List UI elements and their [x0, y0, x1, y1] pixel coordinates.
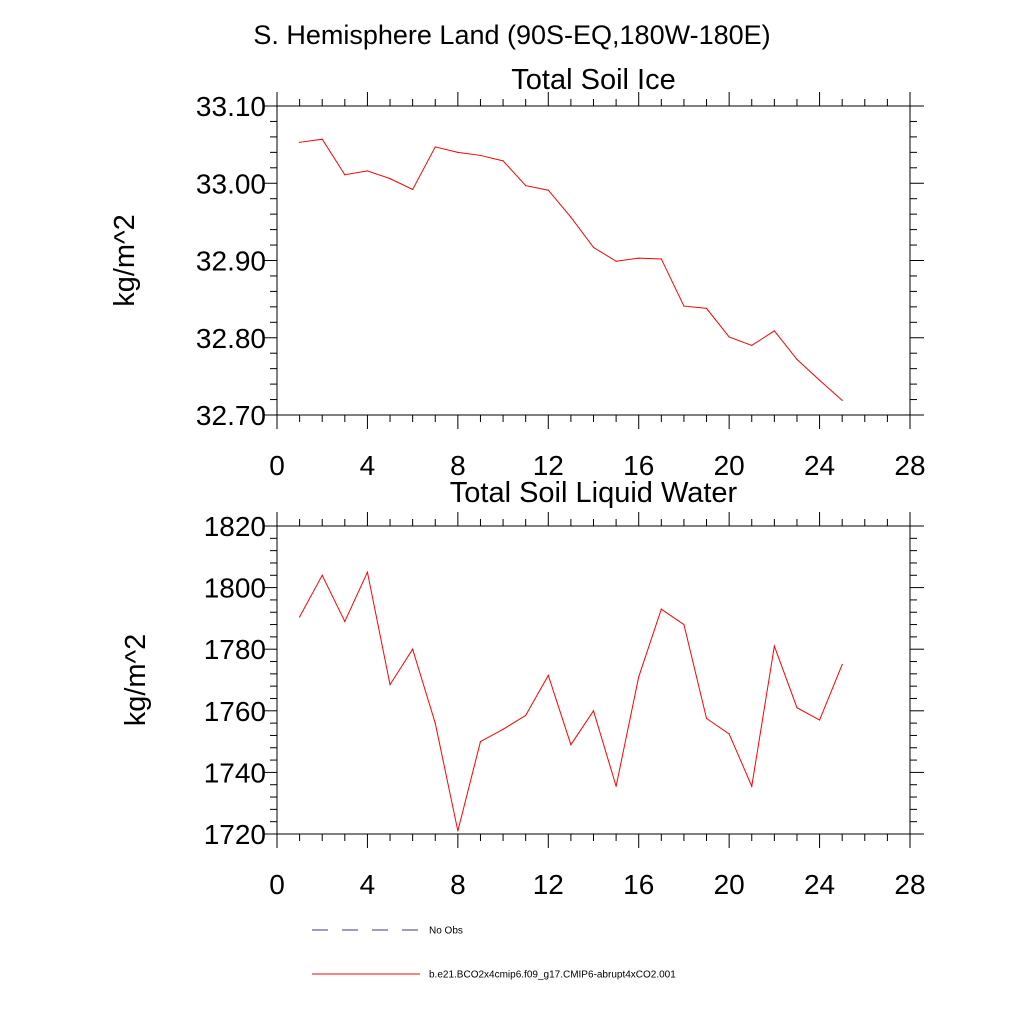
y-tick-label: 33.10	[196, 91, 266, 122]
x-tick-label: 12	[533, 869, 564, 900]
figure-title: S. Hemisphere Land (90S-EQ,180W-180E)	[253, 20, 770, 50]
data-point	[321, 574, 323, 576]
x-tick-label: 16	[623, 450, 654, 481]
data-point	[570, 216, 572, 218]
data-point	[321, 138, 323, 140]
data-point	[502, 728, 504, 730]
data-point	[751, 344, 753, 347]
data-point	[344, 620, 346, 623]
data-point	[705, 307, 708, 309]
x-tick-label: 20	[714, 450, 745, 481]
series-line	[299, 138, 843, 401]
data-point	[434, 722, 436, 724]
x-tick-label: 24	[804, 450, 835, 481]
data-point	[299, 616, 301, 618]
data-point	[751, 785, 753, 787]
data-point	[547, 189, 549, 191]
plot-title: Total Soil Ice	[511, 64, 675, 96]
data-point	[638, 257, 640, 259]
data-point	[841, 399, 843, 401]
y-tick-label: 32.90	[196, 246, 266, 277]
data-point	[457, 830, 459, 832]
data-point	[344, 174, 346, 176]
data-point	[773, 330, 775, 332]
data-point	[389, 684, 391, 686]
data-point	[299, 141, 301, 143]
x-tick-label: 4	[360, 450, 376, 481]
x-tick-label: 8	[450, 450, 466, 481]
data-point	[615, 260, 617, 262]
data-point	[615, 785, 617, 787]
plot-title: Total Soil Liquid Water	[450, 477, 738, 509]
data-point	[773, 645, 775, 647]
y-tick-label: 1780	[204, 634, 266, 665]
legend-label-model: b.e21.BCO2x4cmip6.f09_g17.CMIP6-abrupt4x…	[429, 970, 676, 981]
data-point	[660, 258, 662, 260]
data-point	[683, 623, 685, 626]
x-tick-label: 12	[533, 450, 564, 481]
plot-frame	[276, 525, 911, 835]
data-point	[525, 714, 527, 717]
data-point	[796, 358, 798, 360]
data-point	[796, 707, 798, 709]
y-tick-label: 1820	[204, 511, 266, 542]
data-point	[412, 188, 414, 191]
data-point	[638, 676, 640, 678]
y-tick-label: 1760	[204, 696, 266, 727]
x-tick-label: 28	[894, 869, 925, 900]
y-tick-label: 32.80	[196, 323, 266, 354]
data-point	[841, 664, 843, 666]
data-point	[479, 154, 482, 157]
data-point	[412, 648, 414, 650]
x-tick-label: 0	[269, 869, 285, 900]
y-tick-label: 32.70	[196, 400, 266, 431]
data-point	[728, 733, 730, 735]
data-point	[502, 160, 504, 162]
data-point	[592, 246, 595, 248]
data-point	[728, 336, 730, 338]
plot-frame	[276, 105, 911, 416]
data-point	[705, 717, 708, 720]
series-line	[299, 570, 843, 832]
x-tick-label: 16	[623, 869, 654, 900]
y-axis-label: kg/m^2	[120, 634, 152, 727]
plot-2: 0 4 8 12 16 20 24 28 1720 1740 1760 1780 1800 1820 Tot…	[120, 477, 926, 900]
data-point	[818, 719, 821, 721]
x-tick-label: 20	[714, 869, 745, 900]
x-tick-label: 0	[269, 450, 285, 481]
data-point	[525, 184, 527, 187]
y-tick-label: 1800	[204, 573, 266, 604]
data-point	[570, 744, 572, 746]
data-point	[818, 379, 821, 381]
y-tick-label: 1740	[204, 757, 266, 788]
plots: 0 4 8 12 16 20 24 28 32.70 32.80 32.90 33.00 33.10 To…	[109, 64, 926, 900]
x-tick-label: 8	[450, 869, 466, 900]
x-tick-label: 24	[804, 869, 835, 900]
legend-label-no-obs: No Obs	[429, 926, 463, 937]
y-tick-label: 33.00	[196, 168, 266, 199]
data-point	[366, 571, 369, 573]
data-point	[683, 305, 685, 307]
data-point	[660, 608, 662, 610]
data-point	[479, 741, 482, 743]
data-point	[457, 151, 459, 153]
data-point	[547, 674, 549, 676]
data-point	[366, 170, 369, 172]
data-point	[389, 178, 391, 180]
y-tick-label: 1720	[204, 819, 266, 850]
plot-1: 0 4 8 12 16 20 24 28 32.70 32.80 32.90 33.00 33.10 To…	[109, 64, 926, 481]
y-axis-label: kg/m^2	[109, 214, 141, 307]
x-tick-label: 28	[894, 450, 925, 481]
data-point	[434, 146, 436, 148]
x-tick-label: 4	[360, 869, 376, 900]
data-point	[592, 710, 595, 712]
legend: No Obs b.e21.BCO2x4cmip6.f09_g17.CMIP6-a…	[312, 926, 676, 981]
